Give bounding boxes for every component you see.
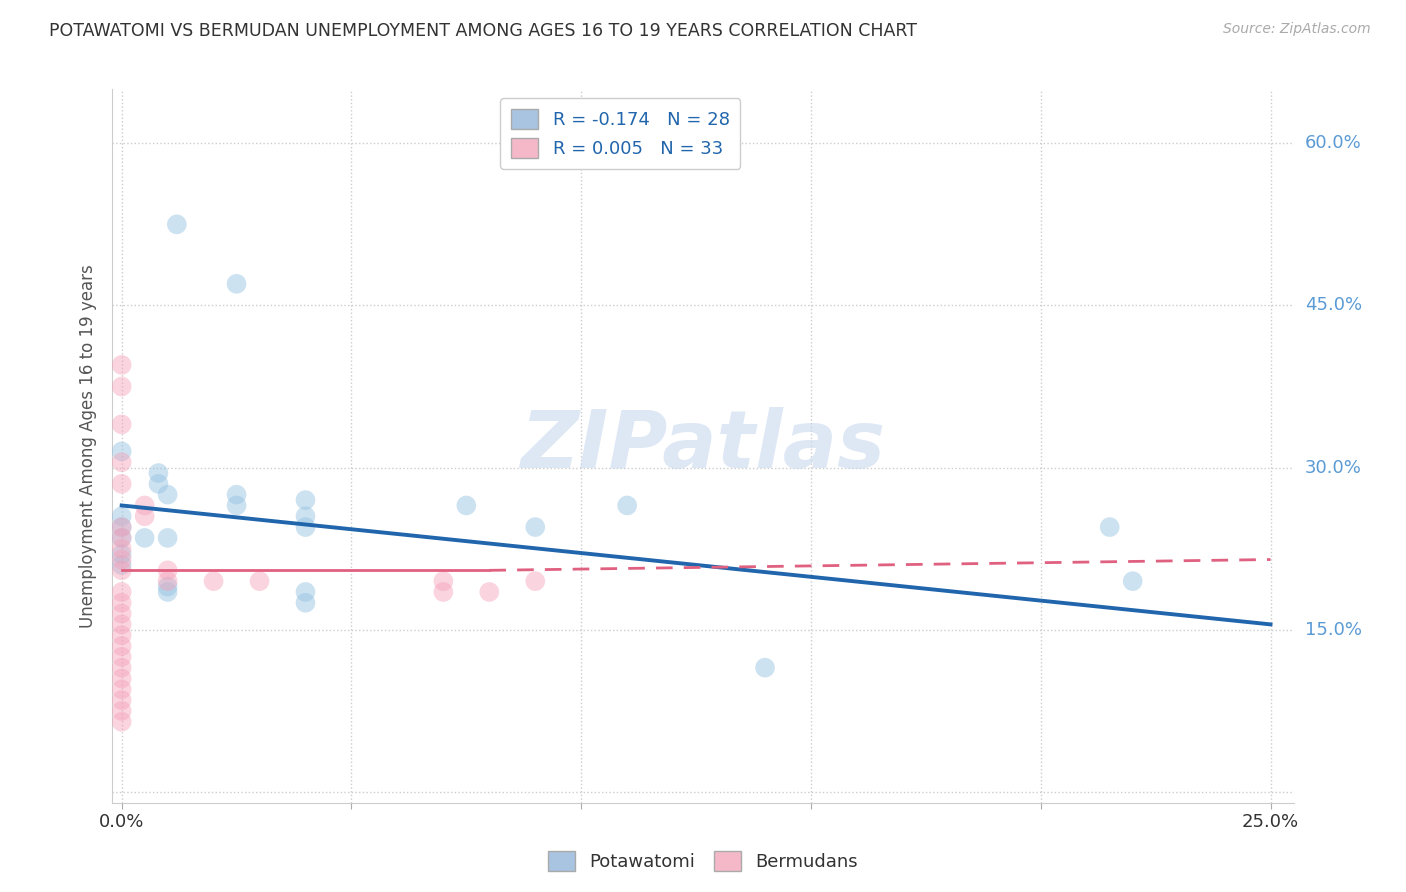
- Point: [156, 574, 179, 589]
- Point: [1098, 520, 1121, 534]
- Point: [478, 585, 501, 599]
- Point: [456, 499, 478, 513]
- Point: [202, 574, 225, 589]
- Point: [111, 520, 134, 534]
- Point: [432, 574, 454, 589]
- Text: Source: ZipAtlas.com: Source: ZipAtlas.com: [1223, 22, 1371, 37]
- Point: [432, 585, 454, 599]
- Point: [111, 563, 134, 577]
- Point: [249, 574, 271, 589]
- Point: [111, 558, 134, 572]
- Point: [111, 520, 134, 534]
- Point: [294, 585, 316, 599]
- Point: [134, 509, 156, 524]
- Text: 45.0%: 45.0%: [1305, 296, 1362, 315]
- Text: 30.0%: 30.0%: [1305, 458, 1361, 476]
- Point: [616, 499, 638, 513]
- Point: [225, 277, 247, 291]
- Point: [134, 531, 156, 545]
- Point: [225, 488, 247, 502]
- Point: [111, 660, 134, 674]
- Point: [294, 596, 316, 610]
- Text: 60.0%: 60.0%: [1305, 135, 1361, 153]
- Point: [294, 520, 316, 534]
- Point: [225, 499, 247, 513]
- Point: [134, 499, 156, 513]
- Text: 15.0%: 15.0%: [1305, 621, 1361, 639]
- Point: [111, 358, 134, 372]
- Point: [111, 379, 134, 393]
- Point: [524, 574, 547, 589]
- Point: [111, 552, 134, 566]
- Point: [111, 476, 134, 491]
- Point: [156, 563, 179, 577]
- Point: [111, 704, 134, 718]
- Point: [111, 628, 134, 642]
- Point: [294, 509, 316, 524]
- Point: [111, 444, 134, 458]
- Point: [148, 476, 170, 491]
- Point: [111, 531, 134, 545]
- Point: [111, 714, 134, 729]
- Point: [111, 596, 134, 610]
- Point: [111, 617, 134, 632]
- Point: [111, 672, 134, 686]
- Point: [111, 585, 134, 599]
- Point: [111, 693, 134, 707]
- Point: [111, 509, 134, 524]
- Point: [166, 218, 188, 232]
- Legend: R = -0.174   N = 28, R = 0.005   N = 33: R = -0.174 N = 28, R = 0.005 N = 33: [501, 98, 741, 169]
- Point: [111, 531, 134, 545]
- Legend: Potawatomi, Bermudans: Potawatomi, Bermudans: [541, 844, 865, 879]
- Point: [156, 531, 179, 545]
- Point: [111, 649, 134, 664]
- Text: ZIPatlas: ZIPatlas: [520, 407, 886, 485]
- Point: [156, 585, 179, 599]
- Point: [148, 466, 170, 480]
- Point: [156, 580, 179, 594]
- Point: [111, 547, 134, 561]
- Point: [294, 493, 316, 508]
- Point: [754, 660, 776, 674]
- Text: POTAWATOMI VS BERMUDAN UNEMPLOYMENT AMONG AGES 16 TO 19 YEARS CORRELATION CHART: POTAWATOMI VS BERMUDAN UNEMPLOYMENT AMON…: [49, 22, 917, 40]
- Point: [1122, 574, 1144, 589]
- Point: [111, 541, 134, 556]
- Point: [111, 639, 134, 653]
- Point: [156, 488, 179, 502]
- Point: [111, 455, 134, 469]
- Point: [111, 417, 134, 432]
- Point: [111, 682, 134, 697]
- Y-axis label: Unemployment Among Ages 16 to 19 years: Unemployment Among Ages 16 to 19 years: [79, 264, 97, 628]
- Point: [524, 520, 547, 534]
- Point: [111, 607, 134, 621]
